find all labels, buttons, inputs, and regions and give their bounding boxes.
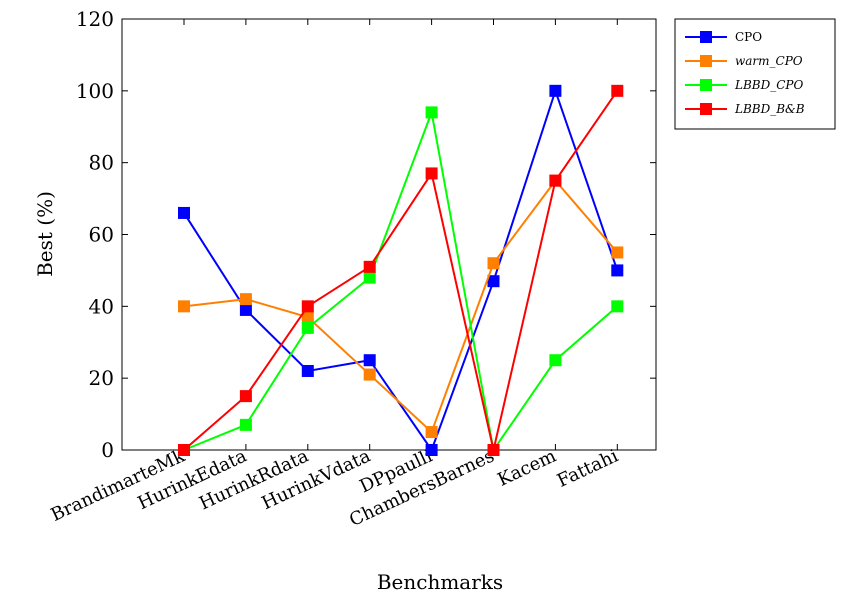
legend-marker xyxy=(700,55,712,67)
data-point xyxy=(487,257,500,270)
data-point xyxy=(549,354,562,367)
y-axis-label: Best (%) xyxy=(33,191,57,277)
data-point xyxy=(239,418,252,431)
data-point xyxy=(487,444,500,456)
series-line xyxy=(183,179,619,434)
legend-item: warm_CPO xyxy=(685,54,803,68)
data-point xyxy=(363,354,376,367)
y-axis: 0 20 40 60 80 100 120 xyxy=(76,7,656,462)
data-point xyxy=(363,368,376,381)
x-axis-label: Benchmarks xyxy=(377,570,503,594)
data-point xyxy=(178,206,190,219)
y-tick-label: 0 xyxy=(101,438,114,462)
data-point xyxy=(363,271,376,284)
data-point xyxy=(425,426,438,439)
legend: CPO warm_CPO LBBD_CPO LBBD_B&B xyxy=(674,18,836,130)
legend-item: LBBD_CPO xyxy=(685,78,803,92)
legend-item: LBBD_B&B xyxy=(685,102,805,116)
data-point xyxy=(611,246,624,259)
y-tick-label: 100 xyxy=(76,79,114,103)
legend-marker xyxy=(700,103,712,115)
data-point xyxy=(301,300,314,313)
plot-area xyxy=(121,18,657,451)
data-point xyxy=(363,260,376,273)
y-tick-label: 20 xyxy=(89,366,114,390)
data-point xyxy=(549,84,562,97)
y-tick-label: 40 xyxy=(89,294,114,318)
series-line xyxy=(183,108,618,453)
x-axis: BrandimarteMkHurinkEdataHurinkRdataHurin… xyxy=(48,19,622,531)
legend-item: CPO xyxy=(685,30,762,44)
data-point xyxy=(425,106,438,119)
legend-label: CPO xyxy=(735,30,762,44)
data-point xyxy=(178,300,190,313)
series-line xyxy=(183,87,619,453)
series-LBBD_B&B xyxy=(178,84,624,456)
series-CPO xyxy=(178,84,624,456)
legend-label: warm_CPO xyxy=(735,54,803,68)
data-point xyxy=(239,303,252,316)
data-point xyxy=(611,264,624,277)
data-point xyxy=(611,84,624,97)
data-point xyxy=(301,311,314,324)
legend-marker xyxy=(700,31,712,43)
data-point xyxy=(239,293,252,306)
y-tick-label: 80 xyxy=(89,151,114,175)
data-point xyxy=(425,167,438,180)
data-point xyxy=(611,300,624,313)
data-point xyxy=(487,275,500,288)
data-point xyxy=(425,444,438,456)
series-line xyxy=(183,90,619,451)
y-tick-label: 60 xyxy=(89,223,114,247)
plot-frame xyxy=(121,18,657,451)
x-tick-label: Kacem xyxy=(494,445,559,490)
data-point xyxy=(239,390,252,403)
series-layer xyxy=(178,84,624,456)
legend-marker xyxy=(700,79,712,91)
y-tick-label: 120 xyxy=(76,7,114,31)
legend-label: LBBD_CPO xyxy=(734,78,803,92)
data-point xyxy=(549,174,562,187)
data-point xyxy=(301,321,314,334)
data-point xyxy=(301,364,314,377)
data-point xyxy=(178,444,190,456)
x-tick-label: Fattahi xyxy=(554,445,622,491)
legend-label: LBBD_B&B xyxy=(734,102,805,116)
